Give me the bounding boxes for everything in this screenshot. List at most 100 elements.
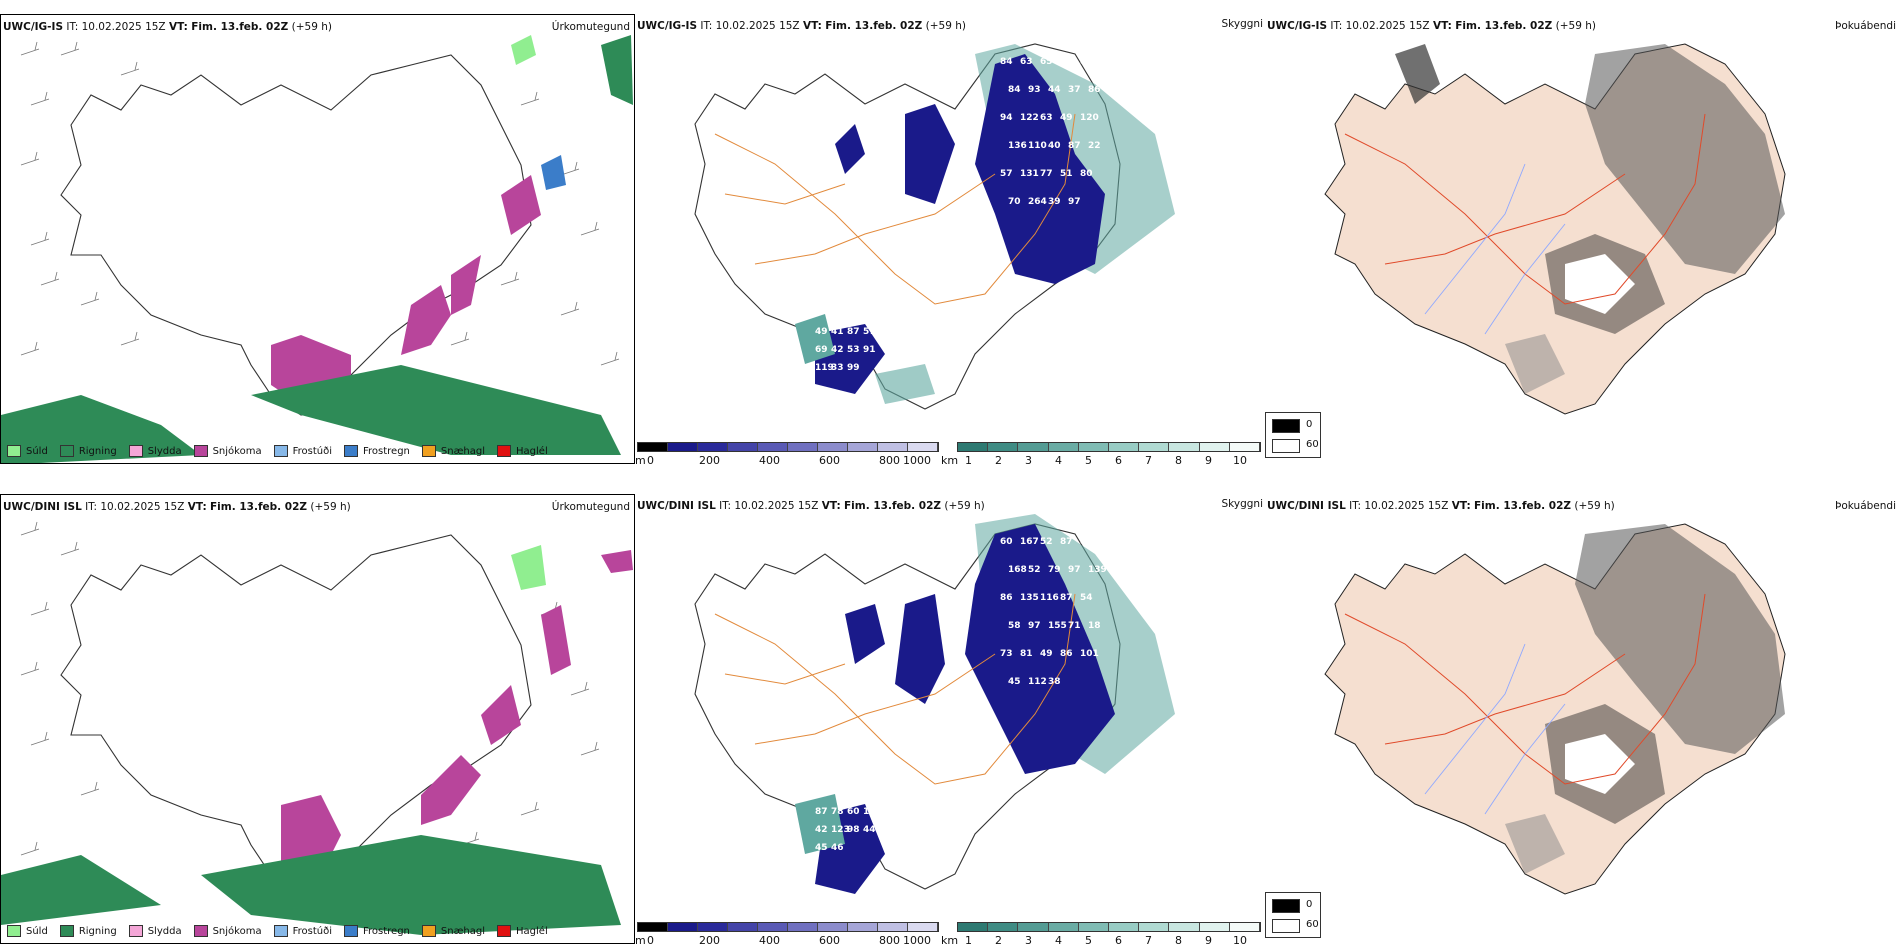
cloud-base-value: 101	[1080, 649, 1099, 659]
cloud-base-value: 42	[815, 825, 828, 835]
cloud-base-value: 131	[1020, 169, 1039, 179]
cloud-base-value: 81	[1020, 649, 1033, 659]
cloud-base-value: 94	[1000, 113, 1013, 123]
cloud-base-value: 54	[1080, 593, 1093, 603]
fog-panel-top: UWC/IG-IS IT: 10.02.2025 15Z VT: Fim. 13…	[1265, 14, 1900, 464]
cloud-base-value: 77	[1040, 169, 1053, 179]
cloud-base-colorbar-top: m 0 200 400 600 800 1000 km 1 2 3 4 5 6 …	[635, 442, 1265, 464]
legend-item-frostregn: Frostregn	[344, 445, 410, 457]
cloud-panel-bottom: UWC/DINI ISL IT: 10.02.2025 15Z VT: Fim.…	[635, 494, 1265, 944]
precip-panel-top: UWC/IG-IS IT: 10.02.2025 15Z VT: Fim. 13…	[0, 14, 635, 464]
cloud-base-value: 79	[1048, 565, 1061, 575]
cloud-base-value: 84	[1000, 57, 1013, 67]
panel-title-cloud-bottom: UWC/DINI ISL IT: 10.02.2025 15Z VT: Fim.…	[637, 500, 985, 512]
fog-map-bottom	[1324, 523, 1786, 895]
fog-type-label-bottom: Þokuábendi	[1835, 500, 1896, 512]
cloud-base-value: 136	[1008, 141, 1027, 151]
cloud-base-value: 80	[1080, 169, 1093, 179]
cloud-base-value: 70	[1008, 197, 1021, 207]
cloud-base-value: 52	[1028, 565, 1041, 575]
precip-legend-bottom: Súld Rigning Slydda Snjókoma Frostúði Fr…	[7, 925, 548, 937]
precip-type-label-bottom: Úrkomutegund	[551, 501, 630, 513]
legend-item-sudl: Súld	[7, 445, 48, 457]
cloud-base-value: 57	[863, 327, 876, 337]
precip-panel-bottom: UWC/DINI ISL IT: 10.02.2025 15Z VT: Fim.…	[0, 494, 635, 944]
cloud-base-value: 45	[815, 843, 828, 853]
cloud-base-colorbar-bottom: m 0 200 400 600 800 1000 km 1 2 3 4 5 6 …	[635, 922, 1265, 944]
cloud-base-value: 42	[831, 345, 844, 355]
cloud-base-value: 45	[1008, 677, 1021, 687]
cloud-base-value: 264	[1028, 197, 1047, 207]
cloud-base-value: 116	[1040, 593, 1059, 603]
fog-legend-top: 0 60	[1265, 412, 1321, 458]
cloud-base-value: 93	[1028, 85, 1041, 95]
cloud-base-value: 123	[831, 825, 850, 835]
cloud-base-value: 97	[1068, 197, 1081, 207]
cloud-base-value: 52	[1040, 537, 1053, 547]
legend-item-frostudi: Frostúði	[273, 445, 332, 457]
legend-item-haglel: Haglél	[497, 925, 548, 937]
cloud-base-value: 97	[1028, 621, 1041, 631]
cloud-base-value: 119	[815, 363, 834, 373]
cloud-base-value: 53	[847, 345, 860, 355]
cloud-base-value: 58	[1008, 621, 1021, 631]
cloud-base-value: 122	[1020, 113, 1039, 123]
cloud-base-value: 87	[1060, 593, 1073, 603]
cloud-base-value: 63	[1040, 113, 1053, 123]
cloud-base-value: 46	[831, 843, 844, 853]
fog-type-label-top: Þokuábendi	[1835, 20, 1896, 32]
cloud-base-value: 49	[1040, 649, 1053, 659]
cloud-base-value: 84	[1008, 85, 1021, 95]
legend-item-frostregn: Frostregn	[344, 925, 410, 937]
cloud-base-value: 60	[1000, 537, 1013, 547]
cloud-base-value: 78	[831, 807, 844, 817]
cloud-base-value: 65	[1040, 57, 1053, 67]
cloud-base-value: 60	[847, 807, 860, 817]
cloud-base-value: 63	[1020, 57, 1033, 67]
cloud-base-value: 39	[1048, 197, 1061, 207]
panel-title-fog-top: UWC/IG-IS IT: 10.02.2025 15Z VT: Fim. 13…	[1267, 20, 1596, 32]
cloud-base-value: 167	[1020, 537, 1039, 547]
fog-panel-bottom: UWC/DINI ISL IT: 10.02.2025 15Z VT: Fim.…	[1265, 494, 1900, 944]
precip-type-label-top: Úrkomutegund	[551, 21, 630, 33]
cloud-base-value: 97	[1068, 565, 1081, 575]
cloud-base-value: 33	[831, 363, 844, 373]
cloud-base-value: 40	[1048, 141, 1061, 151]
cloud-base-value: 41	[831, 327, 844, 337]
cloud-base-value: 99	[847, 363, 860, 373]
cloud-base-value: 73	[1000, 649, 1013, 659]
cloud-base-value: 49	[1060, 113, 1073, 123]
cloud-base-value: 18	[1088, 621, 1101, 631]
legend-item-rigning: Rigning	[59, 925, 117, 937]
legend-item-snaehagl: Snæhagl	[421, 925, 485, 937]
fog-map-top	[1324, 43, 1786, 415]
legend-item-snjokoma: Snjókoma	[193, 925, 262, 937]
panel-title-fog-bottom: UWC/DINI ISL IT: 10.02.2025 15Z VT: Fim.…	[1267, 500, 1615, 512]
cloud-base-value: 44	[863, 825, 876, 835]
cloud-base-value: 87	[847, 327, 860, 337]
precip-map-bottom	[1, 521, 633, 935]
legend-item-snjokoma: Snjókoma	[193, 445, 262, 457]
cloud-base-value: 87	[815, 807, 828, 817]
legend-item-sudl: Súld	[7, 925, 48, 937]
precip-map-top	[1, 35, 633, 463]
legend-item-slydda: Slydda	[128, 925, 182, 937]
cloud-base-value: 69	[815, 345, 828, 355]
cloud-base-value: 86	[1000, 593, 1013, 603]
legend-item-snaehagl: Snæhagl	[421, 445, 485, 457]
cloud-base-value: 44	[1048, 85, 1061, 95]
cloud-base-value: 110	[1028, 141, 1047, 151]
cloud-base-value: 86	[1088, 85, 1101, 95]
cloud-base-value: 71	[1068, 621, 1081, 631]
cloud-base-value: 51	[1060, 169, 1073, 179]
cloud-base-value: 87	[1068, 141, 1081, 151]
cloud-base-value: 168	[1008, 565, 1027, 575]
legend-item-slydda: Slydda	[128, 445, 182, 457]
roads	[714, 113, 1076, 305]
cloud-base-value: 88	[1080, 57, 1093, 67]
cloud-type-label-top: Skyggni	[1221, 18, 1264, 30]
cloud-base-value: 22	[1088, 141, 1101, 151]
cloud-base-value: 135	[1020, 593, 1039, 603]
